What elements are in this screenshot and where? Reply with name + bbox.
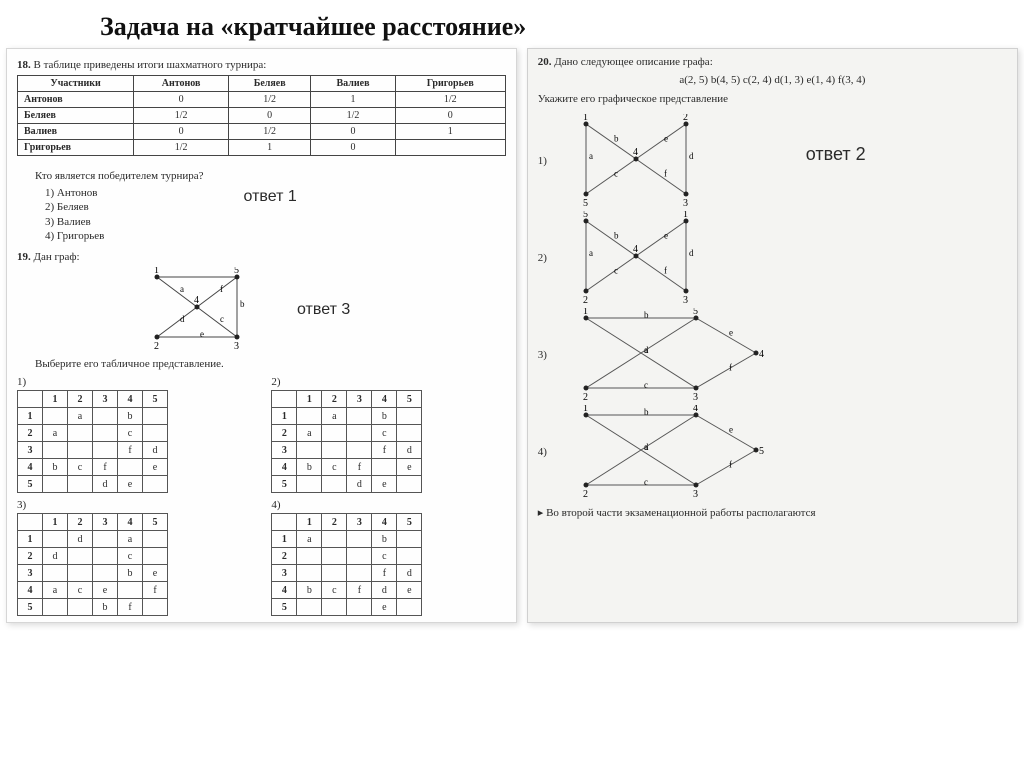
svg-text:d: d [180,314,185,324]
svg-text:b: b [240,299,245,309]
svg-text:3: 3 [693,392,698,403]
q19-task: Выберите его табличное представление. [35,358,506,370]
q19-table-3: 3)123451da2dc3be4acef5bf [17,499,251,616]
svg-text:2: 2 [154,341,159,352]
svg-text:1: 1 [683,211,688,220]
svg-text:a: a [589,248,593,258]
svg-text:e: e [729,424,733,434]
svg-text:d: d [689,151,694,161]
svg-text:2: 2 [683,114,688,123]
svg-text:c: c [644,477,648,487]
q19-tables-grid: 1)123451ab2ac3fd4bcfe5de 2)123451ab2ac3f… [17,376,506,616]
svg-text:1: 1 [154,267,159,276]
svg-text:5: 5 [234,267,239,276]
q19-table-4: 4)123451ab2c3fd4bcfde5e [271,499,505,616]
svg-text:b: b [614,230,619,240]
q19-number: 19. [17,251,31,263]
q20-option-4: 4)bdacef14235 [538,405,776,500]
q18-number: 18. [17,59,31,71]
svg-text:c: c [614,265,618,275]
q18-table: УчастникиАнтоновБеляевВалиевГригорьев Ан… [17,75,506,156]
svg-text:a: a [644,442,648,452]
svg-text:a: a [644,345,648,355]
page-body: 18. В таблице приведены итоги шахматного… [0,48,1024,623]
q20-task: Укажите его графическое представление [538,92,1007,107]
svg-text:c: c [614,168,618,178]
svg-text:d: d [689,248,694,258]
q20-option-3: 3)bdacef15234 [538,308,776,403]
svg-text:4: 4 [693,405,698,414]
page-title: Задача на «кратчайшее расстояние» [0,0,1024,48]
svg-text:4: 4 [194,295,199,306]
svg-text:4: 4 [633,147,638,158]
q19-table-1: 1)123451ab2ac3fd4bcfe5de [17,376,251,493]
svg-text:b: b [644,407,649,417]
svg-text:1: 1 [583,114,588,123]
svg-text:5: 5 [693,308,698,317]
svg-text:e: e [664,133,668,143]
svg-text:3: 3 [693,489,698,500]
svg-text:3: 3 [234,341,239,352]
svg-text:5: 5 [583,198,588,209]
q18-heading: 18. В таблице приведены итоги шахматного… [17,59,506,71]
svg-text:c: c [220,314,224,324]
svg-text:2: 2 [583,392,588,403]
q18-options: 1) Антонов2) Беляев3) Валиев4) Григорьев [45,186,204,243]
svg-text:3: 3 [683,198,688,209]
q20-options: 1)becfad12534 2)becfad51234 3)bdacef1523… [538,114,776,500]
svg-text:f: f [729,459,732,469]
svg-text:1: 1 [583,308,588,317]
svg-text:e: e [200,329,204,339]
svg-text:a: a [180,284,184,294]
svg-text:f: f [220,284,223,294]
q18-question: Кто является победителем турнира? [35,170,204,182]
svg-text:3: 3 [683,295,688,306]
svg-text:f: f [664,168,667,178]
left-column: 18. В таблице приведены итоги шахматного… [6,48,517,623]
q19-graph: a f d c b e 1 5 4 2 3 [137,267,267,352]
q20-text: Дано следующее описание графа: [554,56,712,68]
q20-answer: ответ 2 [806,144,866,500]
svg-text:1: 1 [583,405,588,414]
svg-text:f: f [664,265,667,275]
svg-text:f: f [729,362,732,372]
q19-text: Дан граф: [34,251,80,263]
svg-text:5: 5 [759,446,764,457]
q19-heading: 19. Дан граф: [17,251,506,263]
q20-formula: a(2, 5) b(4, 5) c(2, 4) d(1, 3) e(1, 4) … [538,74,1007,86]
q18-answer: ответ 1 [244,188,297,206]
svg-text:a: a [589,151,593,161]
q19-table-2: 2)123451ab2ac3fd4bcfe5de [271,376,505,493]
q20-option-1: 1)becfad12534 [538,114,776,209]
svg-text:e: e [729,327,733,337]
svg-text:4: 4 [759,349,764,360]
svg-text:2: 2 [583,295,588,306]
right-column: 20. Дано следующее описание графа: a(2, … [527,48,1018,623]
q19-answer: ответ 3 [297,301,350,319]
svg-text:e: e [664,230,668,240]
footer-note: Во второй части экзаменационной работы р… [538,506,1007,519]
q18-text: В таблице приведены итоги шахматного тур… [34,59,267,71]
svg-text:4: 4 [633,244,638,255]
svg-text:b: b [644,310,649,320]
q20-number: 20. [538,56,552,68]
svg-text:2: 2 [583,489,588,500]
q20-heading: 20. Дано следующее описание графа: [538,55,1007,70]
q20-option-2: 2)becfad51234 [538,211,776,306]
svg-text:b: b [614,133,619,143]
svg-text:5: 5 [583,211,588,220]
svg-text:c: c [644,380,648,390]
